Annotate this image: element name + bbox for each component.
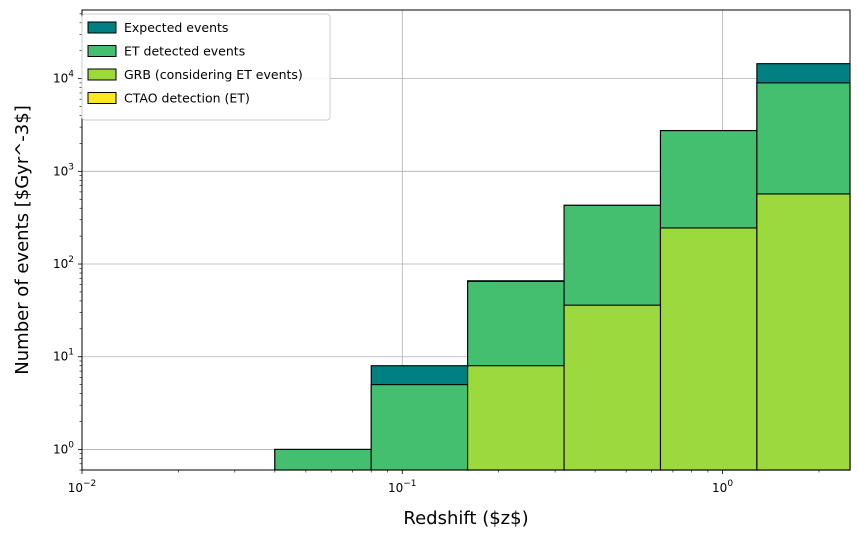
legend-swatch — [87, 92, 117, 104]
legend: Expected events ET detected events GRB (co… — [81, 13, 331, 121]
y-tick-label: 101 — [53, 348, 74, 364]
x-axis-label: Redshift ($z$) — [403, 508, 528, 529]
legend-label: ET detected events — [124, 44, 245, 59]
y-tick-label: 102 — [53, 255, 74, 271]
y-tick-label: 100 — [53, 440, 74, 456]
legend-label: GRB (considering ET events) — [124, 67, 303, 82]
y-axis-label: Number of events [$Gyr^-3$] — [12, 105, 33, 374]
x-tick-label: 10−2 — [68, 479, 97, 495]
x-tick-label: 10−1 — [388, 479, 417, 495]
y-tick-label: 103 — [53, 162, 74, 178]
y-tick-label: 104 — [53, 70, 74, 86]
bar-grb-considering-et-events — [756, 193, 851, 471]
legend-label: Expected events — [124, 20, 228, 35]
legend-swatch — [87, 21, 117, 34]
histogram-bars — [274, 63, 851, 471]
legend-swatch — [87, 45, 117, 57]
legend-swatch — [87, 68, 117, 81]
x-tick-label: 100 — [712, 479, 733, 495]
bar-grb-considering-et-events — [563, 304, 662, 471]
bar-grb-considering-et-events — [659, 227, 758, 471]
x-axis-ticks: 10−2 10−1 100 — [68, 470, 820, 495]
bar-et-detected-events — [274, 448, 372, 471]
bar-grb-considering-et-events — [467, 365, 565, 471]
legend-label: CTAO detection (ET) — [124, 91, 250, 106]
bar-et-detected-events — [370, 384, 469, 471]
legend-box — [81, 13, 331, 121]
plot-frame — [81, 9, 851, 471]
